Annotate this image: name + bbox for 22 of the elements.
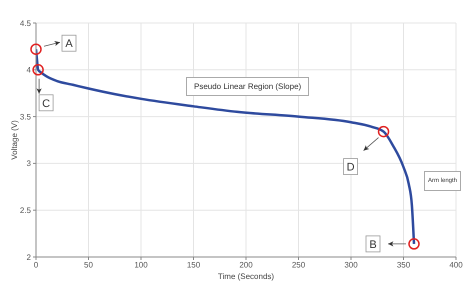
x-tick-label: 50	[84, 260, 94, 270]
x-tick-label: 150	[186, 260, 201, 270]
y-tick-label: 3.5	[20, 112, 32, 122]
x-tick-label: 200	[239, 260, 254, 270]
x-tick-label: 350	[396, 260, 411, 270]
y-tick-label: 3	[26, 159, 32, 168]
x-tick-label: 250	[292, 260, 306, 270]
x-tick-label: 400	[449, 260, 464, 270]
y-axis-title: Voltage (V)	[10, 120, 19, 160]
annotation: A	[65, 38, 74, 50]
y-tick-label: 4	[26, 66, 32, 75]
x-axis-title: Time (Seconds)	[218, 272, 274, 281]
x-tick-label: 100	[134, 260, 148, 270]
annotation: B	[369, 238, 377, 251]
x-tick-label: 0	[34, 260, 39, 270]
annotation: D	[346, 162, 355, 174]
y-tick-label: 2.5	[20, 206, 32, 216]
annotation: Pseudo Linear Region (Slope)	[186, 77, 310, 96]
annotation: C	[42, 98, 50, 110]
x-tick-label: 300	[344, 260, 358, 270]
y-tick-label: 4.5	[20, 18, 32, 28]
y-tick-label: 2	[26, 252, 32, 262]
